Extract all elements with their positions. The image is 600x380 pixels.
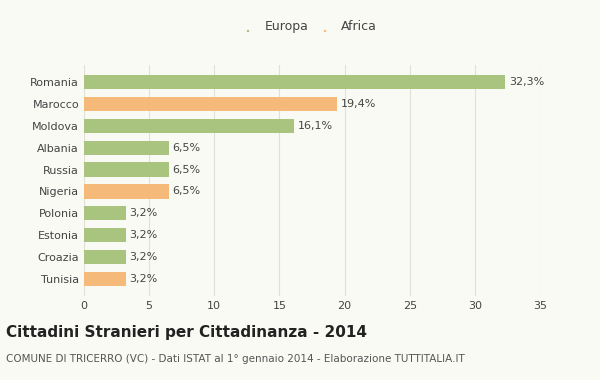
Text: 3,2%: 3,2%	[130, 230, 158, 240]
Bar	[84, 250, 125, 264]
Text: COMUNE DI TRICERRO (VC) - Dati ISTAT al 1° gennaio 2014 - Elaborazione TUTTITALI: COMUNE DI TRICERRO (VC) - Dati ISTAT al …	[6, 354, 465, 364]
Text: 6,5%: 6,5%	[173, 187, 201, 196]
Text: 3,2%: 3,2%	[130, 274, 158, 284]
Text: 6,5%: 6,5%	[173, 165, 201, 174]
Text: Cittadini Stranieri per Cittadinanza - 2014: Cittadini Stranieri per Cittadinanza - 2…	[6, 325, 367, 340]
Bar	[84, 119, 294, 133]
Bar	[84, 228, 125, 242]
Bar	[84, 75, 505, 89]
Legend: Europa, Africa: Europa, Africa	[247, 20, 377, 33]
Text: 3,2%: 3,2%	[130, 208, 158, 218]
Text: 3,2%: 3,2%	[130, 252, 158, 262]
Text: 16,1%: 16,1%	[298, 121, 333, 131]
Bar	[84, 272, 125, 286]
Text: 19,4%: 19,4%	[341, 99, 376, 109]
Bar	[84, 184, 169, 198]
Bar	[84, 163, 169, 177]
Bar	[84, 141, 169, 155]
Bar	[84, 206, 125, 220]
Bar	[84, 97, 337, 111]
Text: 32,3%: 32,3%	[509, 77, 544, 87]
Text: 6,5%: 6,5%	[173, 143, 201, 153]
